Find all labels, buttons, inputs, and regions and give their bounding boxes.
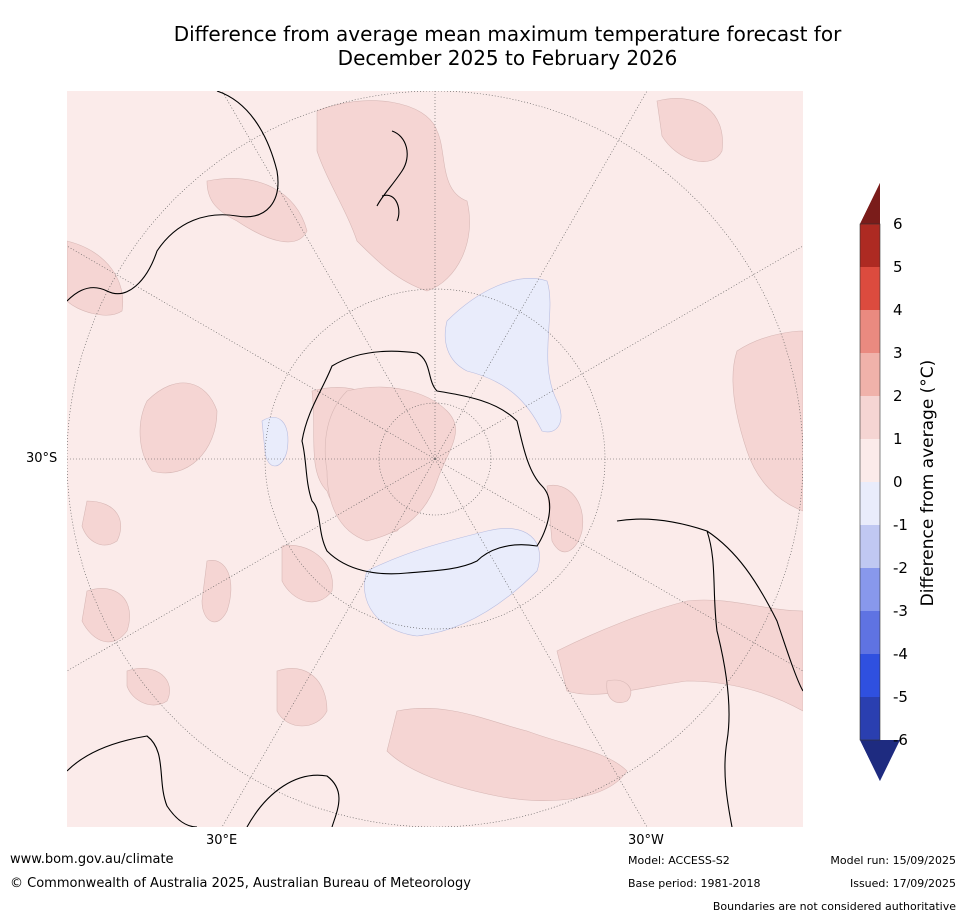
colorbar-tick-5: 5 [893, 258, 903, 276]
colorbar-title: Difference from average (°C) [918, 359, 938, 607]
footer-website: www.bom.gov.au/climate [10, 852, 174, 867]
colorbar-top-arrow [860, 183, 880, 224]
cool-anomaly-patches [261, 278, 562, 637]
colorbar-tick-4: 4 [893, 301, 903, 319]
colorbar-tick-neg5: -5 [893, 688, 908, 706]
colorbar-tick-1: 1 [893, 430, 903, 448]
map-title: Difference from average mean maximum tem… [60, 22, 955, 70]
colorbar-top-arrow-right [860, 183, 880, 224]
footer-model: Model: ACCESS-S2 [628, 854, 730, 867]
new-zealand-coast [376, 130, 408, 222]
lat-label-30s: 30°S [26, 451, 58, 466]
colorbar-tick-0: 0 [893, 473, 903, 491]
coastlines [67, 91, 803, 827]
footer-disclaimer: Boundaries are not considered authoritat… [712, 900, 956, 913]
colorbar-tick-6: 6 [893, 215, 903, 233]
lon-label-30e: 30°E [206, 833, 238, 848]
polar-map [67, 91, 803, 827]
colorbar-tick-neg3: -3 [893, 602, 908, 620]
south-america-coast [616, 518, 803, 827]
colorbar-tick-neg6: -6 [893, 731, 908, 749]
antarctica-coast [301, 350, 551, 575]
footer-base-period: Base period: 1981-2018 [628, 877, 761, 890]
graticule [67, 91, 803, 827]
title-line-1: Difference from average mean maximum tem… [173, 22, 842, 46]
colorbar-tick-neg4: -4 [893, 645, 908, 663]
lon-label-30w: 30°W [628, 833, 664, 848]
colorbar-tick-neg1: -1 [893, 516, 908, 534]
australia-coast [67, 91, 279, 302]
colorbar-bottom-arrow-fix [860, 740, 880, 781]
footer-copyright: © Commonwealth of Australia 2025, Austra… [10, 876, 471, 891]
colorbar-bins [860, 224, 880, 740]
footer-issued: Issued: 17/09/2025 [849, 877, 956, 890]
africa-coast [67, 735, 340, 827]
colorbar-tick-neg2: -2 [893, 559, 908, 577]
title-line-2: December 2025 to February 2026 [337, 46, 678, 70]
footer-model-run: Model run: 15/09/2025 [830, 854, 956, 867]
colorbar-tick-3: 3 [893, 344, 903, 362]
colorbar-tick-2: 2 [893, 387, 903, 405]
antarctica-warm-patch [324, 386, 456, 542]
